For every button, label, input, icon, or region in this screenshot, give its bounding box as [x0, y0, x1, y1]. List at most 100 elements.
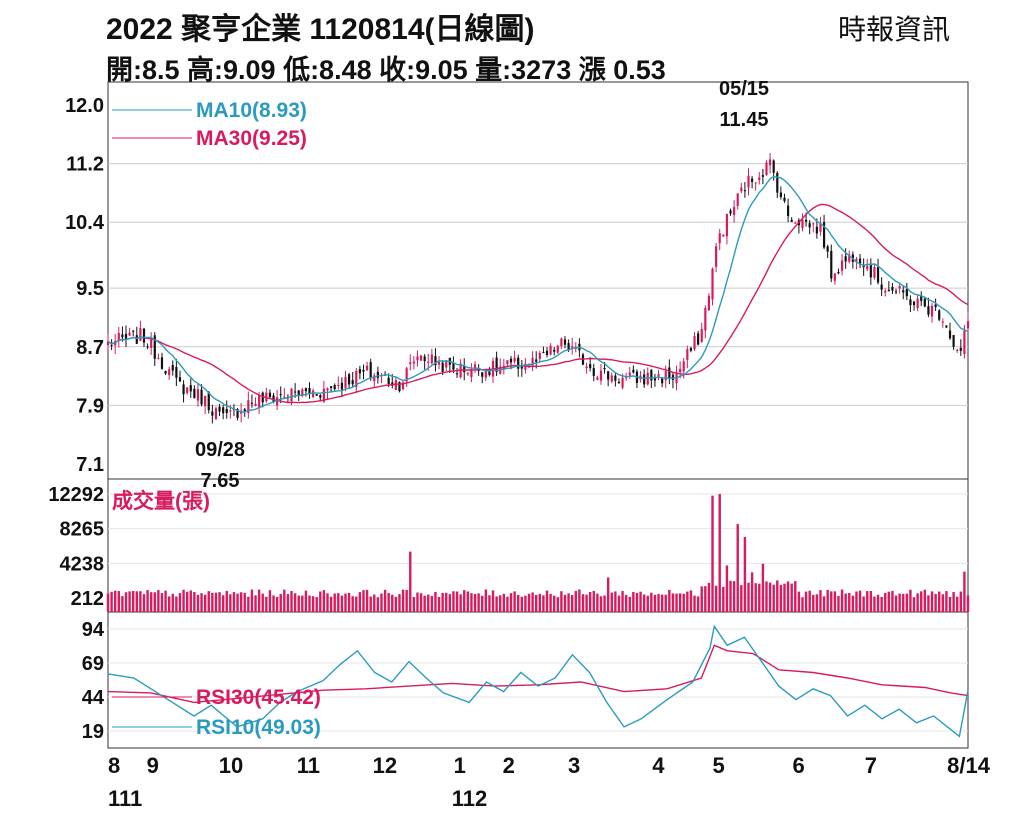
candle-body	[956, 349, 959, 351]
candle-body	[106, 341, 110, 346]
candle-body	[272, 395, 275, 403]
candle-body	[592, 368, 595, 376]
candle-body	[822, 222, 826, 248]
volume-bar	[873, 596, 876, 612]
candle-body	[304, 388, 308, 392]
volume-bar	[347, 592, 351, 612]
volume-bar	[902, 593, 905, 612]
candle-body	[214, 408, 218, 420]
x-tick-label: 10	[219, 753, 243, 778]
volume-bar	[445, 592, 448, 612]
volume-bar	[254, 595, 257, 612]
volume-bar	[383, 589, 387, 612]
candle-body	[340, 382, 343, 390]
candle-body	[761, 175, 764, 177]
price-tick-label: 12.0	[65, 95, 104, 117]
candle-body	[211, 411, 214, 416]
volume-bar	[952, 592, 955, 612]
volume-bar	[768, 582, 772, 612]
volume-bar	[419, 593, 423, 612]
volume-bar	[124, 592, 128, 612]
volume-bar	[211, 592, 214, 612]
volume-tick-label: 212	[71, 588, 104, 610]
candle-body	[743, 190, 747, 192]
volume-bar	[131, 590, 135, 612]
candle-body	[938, 310, 941, 320]
candle-body	[650, 369, 653, 381]
volume-bar	[707, 582, 711, 612]
volume-bar	[268, 590, 272, 612]
rsi-tick-label: 94	[82, 619, 105, 641]
candle-body	[725, 213, 729, 237]
volume-bar	[491, 590, 495, 612]
volume-bar	[880, 596, 883, 612]
volume-bar	[455, 591, 459, 612]
volume-bar	[923, 589, 927, 612]
volume-bar	[812, 594, 815, 612]
volume-bar	[887, 591, 891, 612]
volume-bar	[106, 593, 110, 612]
volume-bar	[966, 595, 970, 612]
volume-bar	[380, 593, 383, 612]
volume-bar	[610, 592, 613, 612]
volume-bar	[283, 589, 286, 612]
volume-bar	[139, 591, 142, 612]
candle-body	[376, 371, 379, 378]
candle-body	[729, 210, 732, 214]
ma10-line	[107, 175, 969, 413]
ma30-legend-label: MA30(9.25)	[196, 127, 307, 150]
volume-bar	[459, 594, 462, 612]
volume-bar	[797, 591, 801, 612]
volume-bar	[578, 589, 581, 612]
candle-body	[416, 356, 419, 361]
candle-body	[121, 334, 124, 338]
candle-body	[801, 219, 804, 229]
volume-bar	[722, 586, 725, 612]
candle-body	[876, 267, 880, 283]
volume-bar	[765, 581, 768, 612]
candle-body	[146, 346, 149, 348]
volume-bar	[786, 581, 790, 612]
candle-body	[164, 370, 167, 374]
volume-bar	[290, 590, 293, 612]
volume-bar	[247, 596, 250, 612]
candle-body	[697, 333, 700, 345]
panel-frame-1	[107, 478, 969, 613]
volume-bar	[369, 596, 372, 612]
volume-bar	[214, 592, 218, 612]
candle-body	[945, 325, 948, 328]
x-tick-label: 8/14	[947, 753, 991, 778]
volume-bar	[524, 595, 527, 612]
volume-bar	[891, 590, 894, 612]
volume-bar	[128, 591, 131, 612]
candle-body	[196, 389, 200, 401]
volume-bar	[959, 591, 963, 612]
volume-bar	[538, 593, 541, 612]
volume-bar	[916, 593, 919, 612]
candle-body	[693, 336, 696, 350]
candle-body	[884, 290, 887, 293]
candle-body	[351, 380, 354, 385]
candle-body	[290, 388, 293, 402]
candle-body	[617, 381, 621, 384]
candle-body	[322, 388, 325, 402]
candle-body	[920, 295, 923, 301]
volume-bar	[549, 593, 552, 612]
volume-bar	[826, 589, 829, 612]
ma10-legend-label: MA10(8.93)	[196, 99, 307, 122]
volume-bar	[167, 596, 171, 612]
candle-body	[657, 374, 660, 377]
volume-bar	[113, 590, 117, 612]
volume-bar	[905, 593, 909, 612]
candle-body	[484, 370, 487, 378]
candle-body	[430, 354, 433, 364]
volume-bar	[279, 594, 282, 612]
candle-body	[643, 374, 646, 385]
volume-bar	[682, 593, 685, 612]
volume-bar	[833, 591, 837, 612]
candle-body	[344, 376, 347, 388]
volume-bar	[358, 592, 362, 612]
volume-bar	[527, 593, 531, 612]
volume-bar	[545, 590, 549, 612]
volume-bar	[596, 593, 599, 612]
